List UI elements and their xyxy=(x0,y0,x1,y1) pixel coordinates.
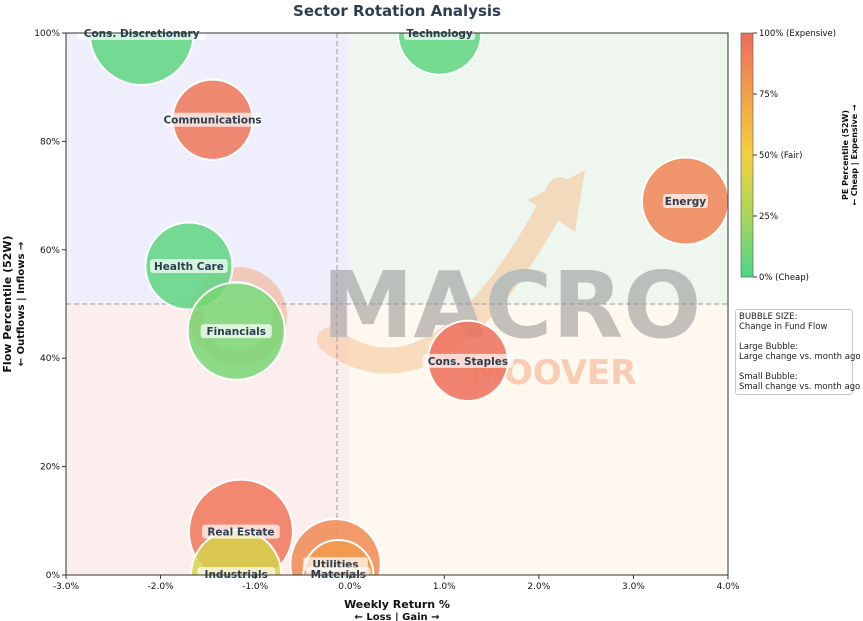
bubble-note-large-desc: Large change vs. month ago xyxy=(739,352,861,362)
y-tick-label: 80% xyxy=(40,137,60,147)
bubble-label-energy: Energy xyxy=(662,194,708,209)
bubble-cons-discretionary xyxy=(88,33,195,86)
y-axis-sublabel: ← Outflows | Inflows → xyxy=(16,242,27,367)
bubble-note-title: BUBBLE SIZE: xyxy=(739,312,798,322)
x-axis-label: Weekly Return % xyxy=(344,598,450,611)
colorbar-tick-label: 75% xyxy=(759,90,778,100)
label-text-communications: Communications xyxy=(163,115,261,127)
x-axis-sublabel: ← Loss | Gain → xyxy=(355,612,440,621)
bubble-label-communications: Communications xyxy=(163,112,262,127)
y-tick-label: 20% xyxy=(40,463,60,473)
bubble-note-small-desc: Small change vs. month ago xyxy=(739,382,861,392)
x-tick-label: -2.0% xyxy=(148,582,175,592)
x-tick-label: 1.0% xyxy=(433,582,456,592)
plot-frame xyxy=(65,32,729,576)
label-text-real-estate: Real Estate xyxy=(207,527,274,539)
y-tick-label: 0% xyxy=(46,571,61,581)
bubble-note-subtitle: Change in Fund Flow xyxy=(739,322,828,332)
bubble-label-health-care: Health Care xyxy=(150,259,228,274)
x-tick-label: 4.0% xyxy=(717,582,740,592)
svg-text:MACRO: MACRO xyxy=(322,252,701,359)
bubble-label-industrials: Industrials xyxy=(197,567,276,581)
label-bg-communications xyxy=(164,112,262,127)
bubble-label-cons-staples: Cons. Staples xyxy=(422,353,514,368)
y-tick-label: 60% xyxy=(40,246,60,256)
bubble-note-small-title: Small Bubble: xyxy=(739,372,798,382)
colorbar-tick-label: 25% xyxy=(759,212,778,222)
label-text-financials: Financials xyxy=(206,326,266,338)
label-text-health-care: Health Care xyxy=(154,261,224,273)
label-bg-financials xyxy=(200,324,272,339)
label-bg-energy xyxy=(662,194,708,209)
colorbar-sublabel: ← Cheap | Expensive → xyxy=(850,104,859,206)
chart-title: Sector Rotation Analysis xyxy=(293,2,501,20)
bubble-label-financials: Financials xyxy=(200,324,272,339)
colorbar-label: PE Percentile (52W) xyxy=(841,110,850,200)
x-tick-label: 2.0% xyxy=(527,582,550,592)
label-text-technology: Technology xyxy=(406,28,473,40)
label-bg-materials xyxy=(306,567,371,581)
label-bg-real-estate xyxy=(202,524,280,539)
label-bg-health-care xyxy=(150,259,228,274)
x-tick-label: 0.0% xyxy=(338,582,361,592)
bubble-note-large-title: Large Bubble: xyxy=(739,342,799,352)
y-tick-label: 100% xyxy=(34,29,60,39)
y-tick-label: 40% xyxy=(40,354,60,364)
bubble-size-legend: BUBBLE SIZE: Change in Fund Flow Large B… xyxy=(735,309,861,395)
label-text-cons-discretionary: Cons. Discretionary xyxy=(84,28,200,40)
bubble-technology xyxy=(396,33,483,76)
colorbar xyxy=(740,32,754,278)
y-axis-label: Flow Percentile (52W) xyxy=(1,235,14,372)
label-bg-cons-staples xyxy=(422,353,514,368)
colorbar-tick-label: 50% (Fair) xyxy=(759,151,802,161)
x-tick-label: -3.0% xyxy=(53,582,80,592)
x-tick-label: 3.0% xyxy=(622,582,645,592)
x-tick-label: -1.0% xyxy=(242,582,269,592)
bubble-label-real-estate: Real Estate xyxy=(202,524,280,539)
colorbar-tick-label: 0% (Cheap) xyxy=(759,273,809,283)
colorbar-tick-label: 100% (Expensive) xyxy=(759,29,836,39)
label-text-energy: Energy xyxy=(665,196,706,208)
label-text-cons-staples: Cons. Staples xyxy=(428,356,508,368)
bubble-label-materials: Materials xyxy=(306,567,371,581)
